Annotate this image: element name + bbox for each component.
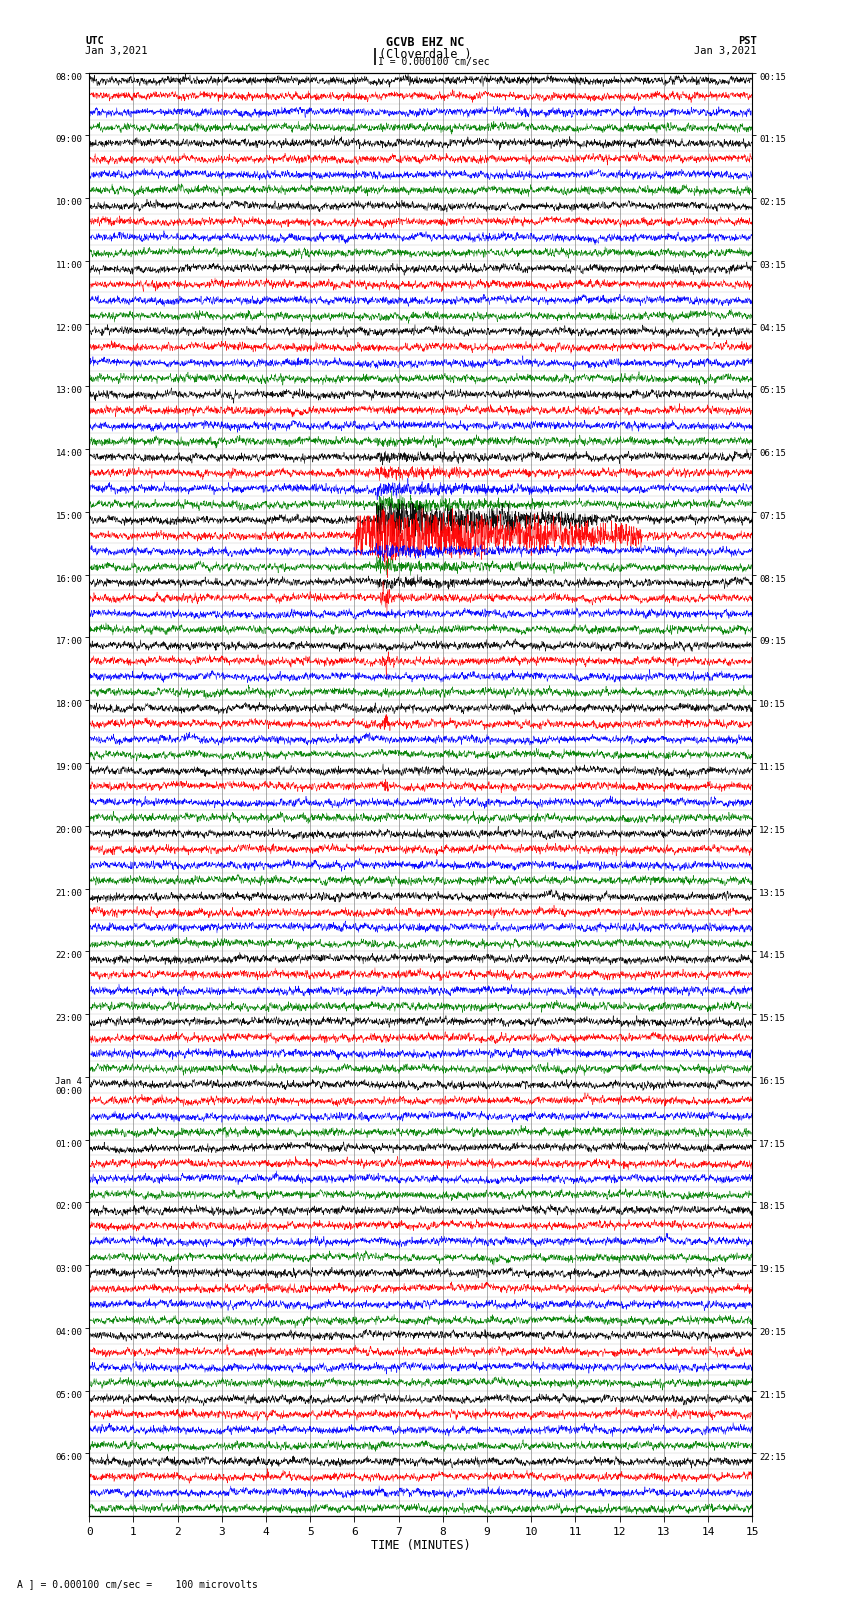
Text: UTC: UTC	[85, 37, 104, 47]
Text: Jan 3,2021: Jan 3,2021	[85, 45, 148, 56]
Text: A ] = 0.000100 cm/sec =    100 microvolts: A ] = 0.000100 cm/sec = 100 microvolts	[17, 1579, 258, 1589]
Text: GCVB EHZ NC: GCVB EHZ NC	[386, 37, 464, 50]
Text: (Cloverdale ): (Cloverdale )	[379, 47, 471, 61]
X-axis label: TIME (MINUTES): TIME (MINUTES)	[371, 1539, 471, 1552]
Text: I = 0.000100 cm/sec: I = 0.000100 cm/sec	[378, 58, 490, 68]
Text: Jan 3,2021: Jan 3,2021	[694, 45, 756, 56]
Text: PST: PST	[738, 37, 756, 47]
